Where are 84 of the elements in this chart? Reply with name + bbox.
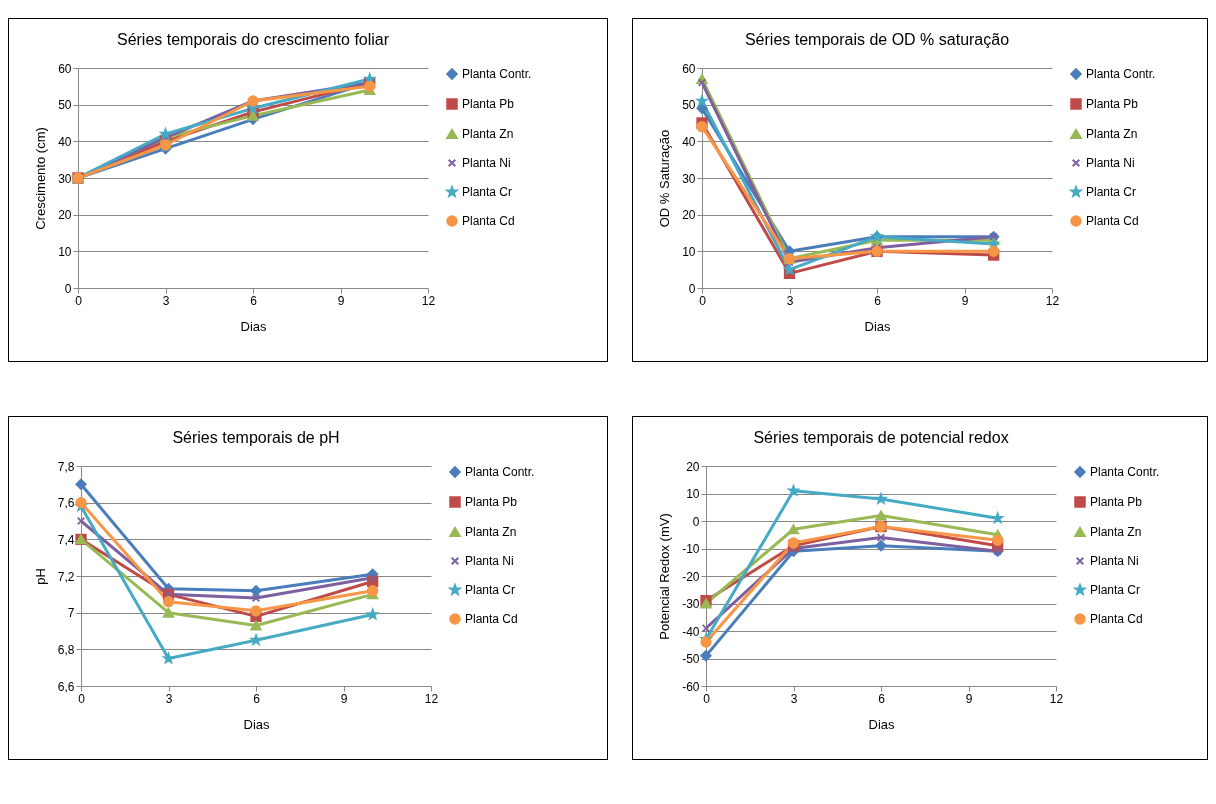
- legend-label: Planta Pb: [1090, 495, 1143, 509]
- legend-label: Planta Ni: [1090, 554, 1139, 568]
- y-tick-label: -50: [682, 652, 700, 666]
- y-tick-label: 50: [58, 98, 72, 113]
- x-tick-label: 3: [786, 293, 794, 308]
- legend-label: Planta Contr.: [465, 465, 535, 479]
- legend-label: Planta Cr: [465, 583, 516, 597]
- y-tick-label: -40: [682, 624, 700, 639]
- y-tick-label: 7: [67, 606, 75, 621]
- legend-label: Planta Zn: [1086, 127, 1138, 141]
- x-axis-title: Dias: [243, 716, 270, 732]
- legend-label: Planta Pb: [462, 97, 515, 111]
- x-tick-label: 6: [253, 691, 261, 706]
- y-tick-label: 20: [682, 208, 696, 223]
- y-tick-label: -20: [682, 569, 700, 584]
- y-tick-label: 0: [64, 281, 72, 296]
- legend-label: Planta Zn: [1090, 525, 1142, 539]
- y-axis-title: OD % Saturação: [657, 129, 673, 228]
- x-tick-label: 9: [337, 293, 345, 308]
- x-tick-label: 12: [421, 293, 436, 308]
- legend-label: Planta Cd: [1086, 214, 1139, 228]
- chart-title: Séries temporais de OD % saturação: [744, 31, 1010, 48]
- y-tick-label: 40: [682, 134, 696, 149]
- legend-label: Planta Ni: [462, 156, 511, 170]
- legend-label: Planta Cr: [462, 185, 513, 199]
- y-tick-label: 0: [692, 514, 700, 529]
- y-tick-label: 50: [682, 98, 696, 113]
- y-tick-label: 7,8: [57, 459, 75, 474]
- y-tick-label: 60: [58, 61, 72, 76]
- chart-title: Séries temporais do crescimento foliar: [116, 31, 390, 48]
- y-tick-label: 10: [686, 487, 700, 501]
- legend-label: Planta Contr.: [462, 67, 532, 81]
- y-tick-label: 20: [686, 459, 700, 474]
- y-tick-label: 7,4: [57, 532, 75, 547]
- x-tick-label: 6: [874, 293, 882, 308]
- x-tick-label: 3: [162, 293, 170, 308]
- legend-label: Planta Cr: [1090, 583, 1141, 597]
- legend-label: Planta Contr.: [1090, 465, 1160, 479]
- legend-label: Planta Cd: [462, 214, 515, 228]
- x-tick-label: 3: [165, 691, 173, 706]
- x-axis-title: Dias: [864, 318, 891, 334]
- x-tick-label: 0: [703, 691, 711, 706]
- y-tick-label: 20: [58, 208, 72, 223]
- x-axis-title: Dias: [240, 318, 267, 334]
- y-tick-label: 10: [682, 244, 696, 259]
- legend-label: Planta Pb: [1086, 97, 1139, 111]
- legend-label: Planta Ni: [465, 554, 514, 568]
- y-tick-label: 10: [58, 244, 72, 259]
- y-tick-label: 6,8: [57, 642, 75, 657]
- y-tick-label: 6,6: [57, 679, 75, 694]
- x-tick-label: 12: [424, 691, 439, 706]
- y-tick-label: 30: [682, 171, 696, 186]
- chart-title: Séries temporais de pH: [172, 429, 340, 446]
- y-tick-label: 60: [682, 61, 696, 76]
- legend-label: Planta Cd: [465, 612, 518, 626]
- y-axis-title: Potencial Redox (mV): [657, 513, 673, 640]
- x-tick-label: 6: [250, 293, 258, 308]
- y-tick-label: 7,6: [57, 496, 75, 511]
- y-tick-label: -30: [682, 597, 700, 611]
- x-tick-label: 3: [790, 691, 798, 706]
- y-tick-label: -60: [682, 679, 700, 694]
- y-tick-label: -10: [682, 542, 700, 556]
- y-tick-label: 40: [58, 134, 72, 149]
- y-axis-title: pH: [32, 568, 48, 585]
- x-tick-label: 9: [340, 691, 348, 706]
- legend-label: Planta Pb: [465, 495, 518, 509]
- chart-title: Séries temporais de potencial redox: [753, 429, 1009, 446]
- x-tick-label: 12: [1049, 691, 1064, 706]
- legend-label: Planta Cr: [1086, 185, 1137, 199]
- legend-label: Planta Zn: [462, 127, 514, 141]
- y-tick-label: 7,2: [57, 569, 75, 584]
- x-tick-label: 9: [965, 691, 973, 706]
- y-tick-label: 30: [58, 171, 72, 186]
- legend-label: Planta Zn: [465, 525, 517, 539]
- legend-label: Planta Cd: [1090, 612, 1143, 626]
- y-axis-title: Crescimento (cm): [33, 127, 49, 230]
- x-axis-title: Dias: [868, 716, 895, 732]
- legend-label: Planta Ni: [1086, 156, 1135, 170]
- x-tick-label: 12: [1045, 293, 1060, 308]
- legend-label: Planta Contr.: [1086, 67, 1156, 81]
- x-tick-label: 9: [961, 293, 969, 308]
- x-tick-label: 0: [78, 691, 86, 706]
- x-tick-label: 6: [878, 691, 886, 706]
- y-tick-label: 0: [688, 281, 696, 296]
